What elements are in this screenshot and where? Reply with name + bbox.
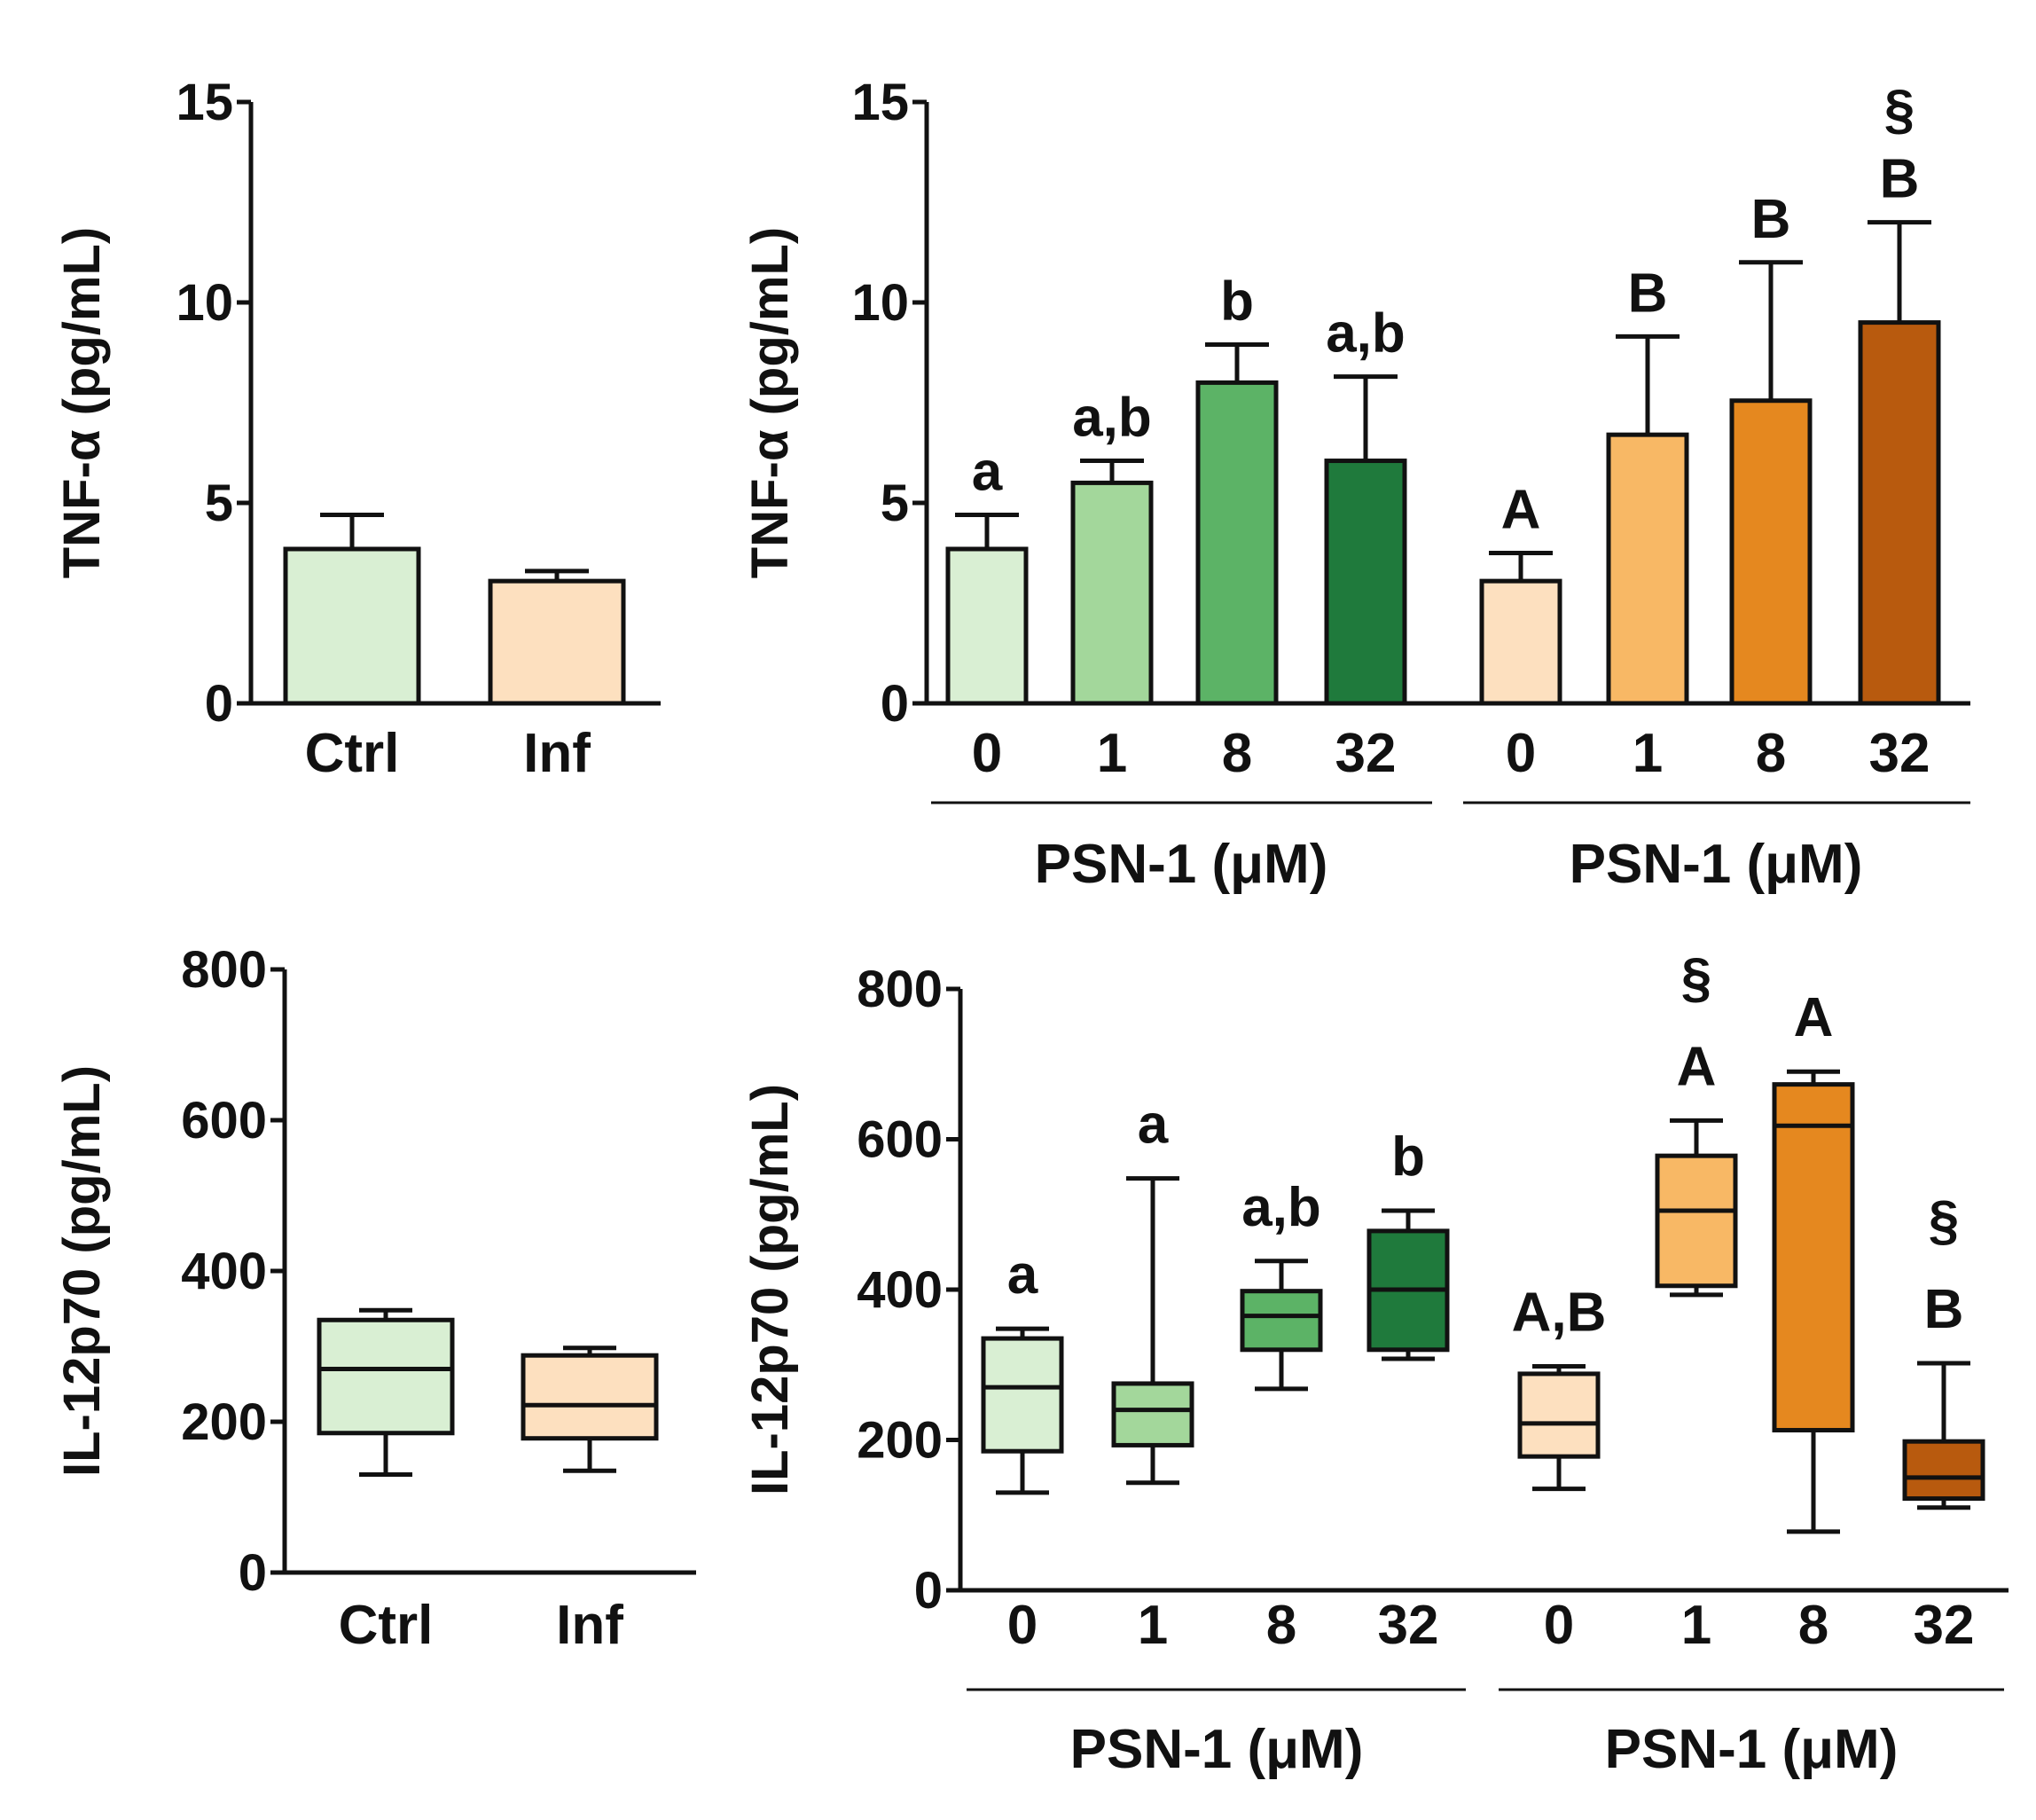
- bar: [283, 546, 421, 706]
- bar: [488, 578, 626, 706]
- x-tick-label: 1: [1633, 723, 1663, 784]
- group-label: PSN-1 (μM): [1570, 834, 1863, 895]
- x-tick-label: Ctrl: [305, 723, 400, 784]
- y-tick-label: 0: [881, 675, 909, 733]
- bar: [1606, 432, 1689, 706]
- x-tick-label: 1: [1097, 723, 1127, 784]
- box: [1111, 1381, 1194, 1447]
- bar: [1479, 578, 1562, 706]
- y-tick-label: 200: [181, 1393, 267, 1451]
- significance-label: a: [1007, 1244, 1038, 1306]
- box: [981, 1336, 1064, 1454]
- bar: [1858, 320, 1941, 706]
- bar: [1195, 380, 1279, 706]
- bar: [1324, 459, 1407, 706]
- section-mark: §: [1929, 1190, 1959, 1251]
- x-tick-label: 1: [1138, 1595, 1168, 1656]
- y-tick-label: 600: [857, 1111, 943, 1169]
- x-tick-label: Ctrl: [339, 1595, 434, 1656]
- panel-il12-psn1: 0 200 400 600 800 IL-12p70 (pg/mL) 0 1 8 32 0 1 8 32 a…: [741, 947, 2009, 1780]
- x-tick-label: 32: [1869, 723, 1930, 784]
- y-tick-label: 15: [851, 74, 909, 131]
- significance-label: b: [1391, 1126, 1425, 1188]
- significance-label: A: [1794, 987, 1834, 1048]
- x-tick-label: Inf: [556, 1595, 623, 1656]
- x-tick-label: 8: [1266, 1595, 1296, 1656]
- y-tick-label: 400: [181, 1243, 267, 1300]
- x-tick-label: 0: [1544, 1595, 1574, 1656]
- y-tick-label: 0: [205, 675, 233, 733]
- bar: [945, 546, 1029, 706]
- x-tick-label: 0: [1007, 1595, 1038, 1656]
- x-tick-label: 1: [1681, 1595, 1711, 1656]
- group-label: PSN-1 (μM): [1070, 1719, 1364, 1780]
- significance-label: B: [1751, 189, 1791, 250]
- box: [1240, 1289, 1323, 1353]
- y-tick-label: 800: [857, 961, 943, 1018]
- y-axis-title: IL-12p70 (pg/mL): [741, 1084, 799, 1495]
- x-tick-label: 0: [972, 723, 1002, 784]
- panel-il12-ctrl-inf: 0 200 400 600 800 IL-12p70 (pg/mL) Ctrl Inf: [53, 941, 696, 1656]
- x-tick-label: 32: [1378, 1595, 1439, 1656]
- group-label: PSN-1 (μM): [1605, 1719, 1899, 1780]
- significance-label: A,B: [1512, 1282, 1607, 1343]
- significance-label: a,b: [1241, 1177, 1321, 1238]
- box: [317, 1317, 455, 1436]
- significance-label: a: [972, 442, 1003, 503]
- significance-label: A: [1501, 480, 1541, 541]
- y-axis-title: TNF-α (pg/mL): [741, 227, 799, 578]
- y-tick-label: 800: [181, 941, 267, 999]
- significance-label: a,b: [1326, 303, 1406, 365]
- box: [1772, 1082, 1855, 1432]
- y-tick-label: 0: [239, 1544, 267, 1602]
- x-tick-label: 8: [1222, 723, 1252, 784]
- y-tick-label: 0: [914, 1562, 943, 1620]
- x-tick-label: 8: [1756, 723, 1786, 784]
- significance-label: a,b: [1072, 388, 1152, 449]
- x-tick-label: 32: [1914, 1595, 1975, 1656]
- y-tick-label: 10: [851, 274, 909, 332]
- section-mark: §: [1681, 947, 1711, 1008]
- y-tick-label: 5: [205, 475, 233, 532]
- y-tick-label: 15: [176, 74, 233, 131]
- y-tick-label: 5: [881, 475, 909, 532]
- x-tick-label: 32: [1335, 723, 1397, 784]
- x-tick-label: 8: [1798, 1595, 1828, 1656]
- y-tick-label: 200: [857, 1412, 943, 1470]
- y-tick-label: 400: [857, 1261, 943, 1319]
- panel-tnf-ctrl-inf: 0 5 10 15 TNF-α (pg/mL) Ctrl Inf: [53, 74, 661, 784]
- group-label: PSN-1 (μM): [1035, 834, 1328, 895]
- significance-label: A: [1677, 1036, 1717, 1097]
- section-mark: §: [1884, 80, 1915, 141]
- y-tick-label: 10: [176, 274, 233, 332]
- box: [1655, 1153, 1738, 1289]
- significance-label: B: [1628, 263, 1668, 324]
- x-tick-label: 0: [1506, 723, 1536, 784]
- bar: [1729, 398, 1813, 706]
- x-tick-label: Inf: [523, 723, 591, 784]
- y-axis-title: TNF-α (pg/mL): [53, 227, 111, 578]
- significance-label: b: [1220, 271, 1254, 332]
- significance-label: B: [1880, 149, 1920, 210]
- y-tick-label: 600: [181, 1092, 267, 1149]
- significance-label: a: [1138, 1094, 1169, 1156]
- bar: [1070, 480, 1154, 706]
- y-axis-title: IL-12p70 (pg/mL): [53, 1065, 111, 1477]
- panel-tnf-psn1: 0 5 10 15 TNF-α (pg/mL) 0 1 8 32 0 1 8 32 a a,b b a,b A B B…: [741, 74, 1970, 895]
- significance-label: B: [1924, 1279, 1964, 1340]
- box: [1902, 1439, 1985, 1502]
- box: [521, 1353, 659, 1441]
- box: [1517, 1371, 1601, 1459]
